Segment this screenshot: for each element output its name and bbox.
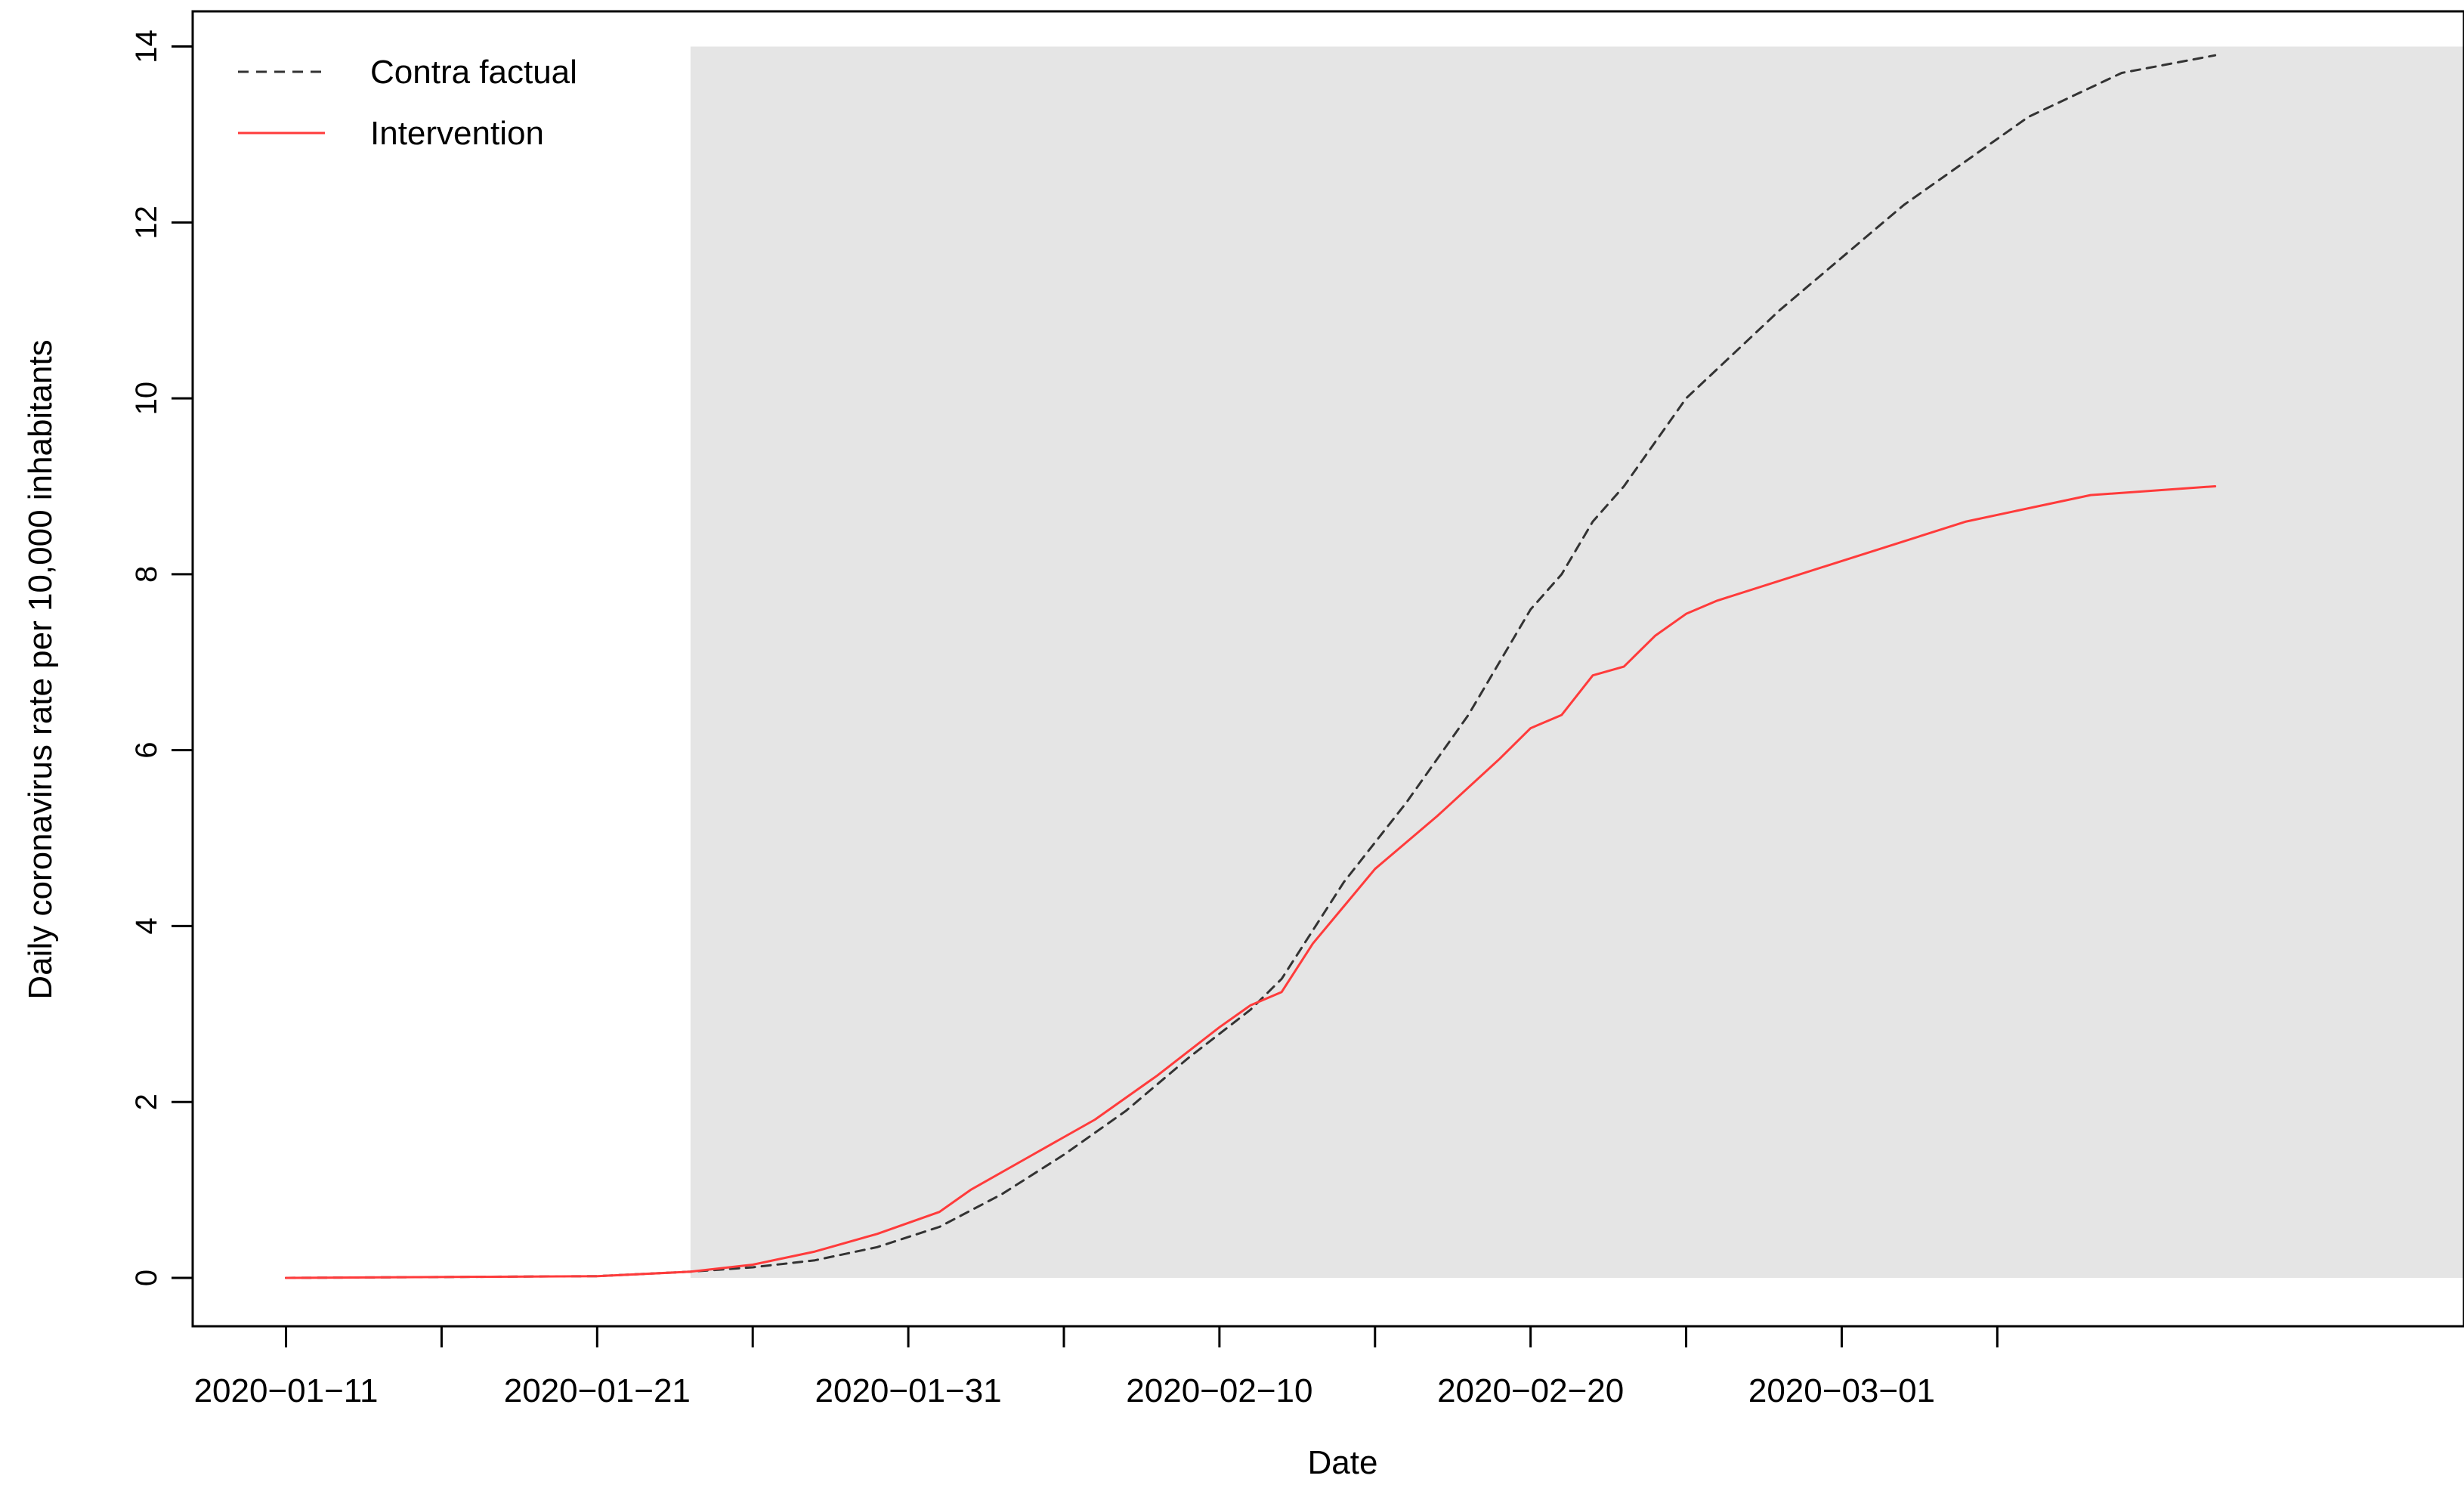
legend-label-intervention: Intervention — [370, 115, 544, 152]
shaded-region-layer — [690, 46, 2464, 1278]
x-tick-label: 2020−01−11 — [194, 1372, 379, 1409]
series-layer — [285, 54, 2217, 1279]
legend-label-contra-factual: Contra factual — [370, 54, 577, 91]
y-tick-label: 8 — [130, 566, 163, 583]
x-tick-label: 2020−02−10 — [1126, 1372, 1312, 1409]
y-tick-label: 6 — [130, 742, 163, 759]
y-tick-label: 14 — [130, 29, 163, 63]
y-axis-title: Daily coronavirus rate per 10,000 inhabi… — [22, 339, 59, 999]
legend: Contra factual Intervention — [238, 54, 577, 152]
y-tick-label: 2 — [130, 1094, 163, 1110]
x-tick-label: 2020−01−31 — [815, 1372, 1002, 1409]
plot-frame — [191, 10, 2464, 1328]
series-line-intervention — [285, 485, 2217, 1279]
shaded-region — [690, 46, 2464, 1278]
axes-layer: 0 2 4 6 8 10 12 14 2020−01−11 2020−01−21 2020−01−3… — [130, 10, 2464, 1409]
x-axis-title: Date — [1308, 1444, 1378, 1481]
y-tick-label: 10 — [130, 382, 163, 416]
y-tick-label: 4 — [130, 917, 163, 934]
x-tick-label: 2020−03−01 — [1748, 1372, 1935, 1409]
x-tick-label: 2020−02−20 — [1437, 1372, 1624, 1409]
y-tick-label: 0 — [130, 1270, 163, 1286]
y-tick-label: 12 — [130, 206, 163, 240]
x-tick-label: 2020−01−21 — [504, 1372, 691, 1409]
series-line-contra-factual — [285, 54, 2217, 1279]
